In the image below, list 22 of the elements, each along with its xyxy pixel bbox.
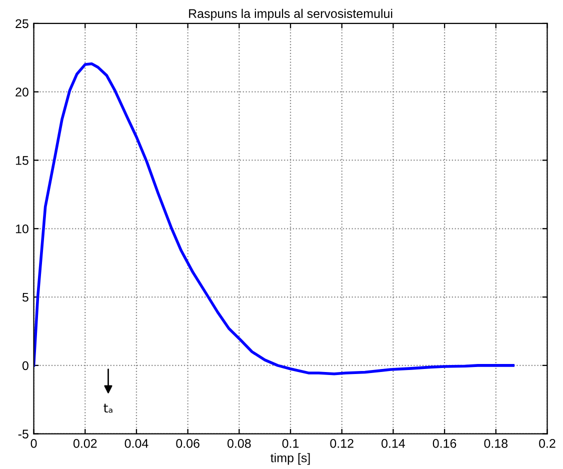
x-tick-label: 0.2 <box>539 439 556 448</box>
annotation: tₐ <box>104 404 112 413</box>
x-tick-label: 0.08 <box>227 439 251 448</box>
y-tick-label: 0 <box>22 361 28 370</box>
x-tick-label: 0.12 <box>330 439 354 448</box>
x-tick-label: 0 <box>30 439 37 448</box>
x-tick-label: 0.16 <box>432 439 456 448</box>
x-tick-label: 0.02 <box>73 439 97 448</box>
y-tick-label: -5 <box>18 430 28 438</box>
y-tick-label: 25 <box>16 19 28 28</box>
y-tick-label: 15 <box>16 156 28 165</box>
y-tick-label: 20 <box>16 88 28 96</box>
x-tick-label: 0.18 <box>484 439 508 448</box>
chart-title: Raspuns la impuls al servosistemului <box>189 8 392 20</box>
x-tick-label: 0.14 <box>382 439 405 448</box>
x-tick-label: 0.1 <box>282 439 299 448</box>
y-tick-label: 5 <box>22 292 28 302</box>
x-tick-label: 0.04 <box>124 439 148 448</box>
x-axis-title: timp [s] <box>270 453 310 465</box>
line-series <box>34 62 514 376</box>
y-tick-label: 10 <box>16 224 28 234</box>
x-tick-label: 0.06 <box>176 439 200 448</box>
